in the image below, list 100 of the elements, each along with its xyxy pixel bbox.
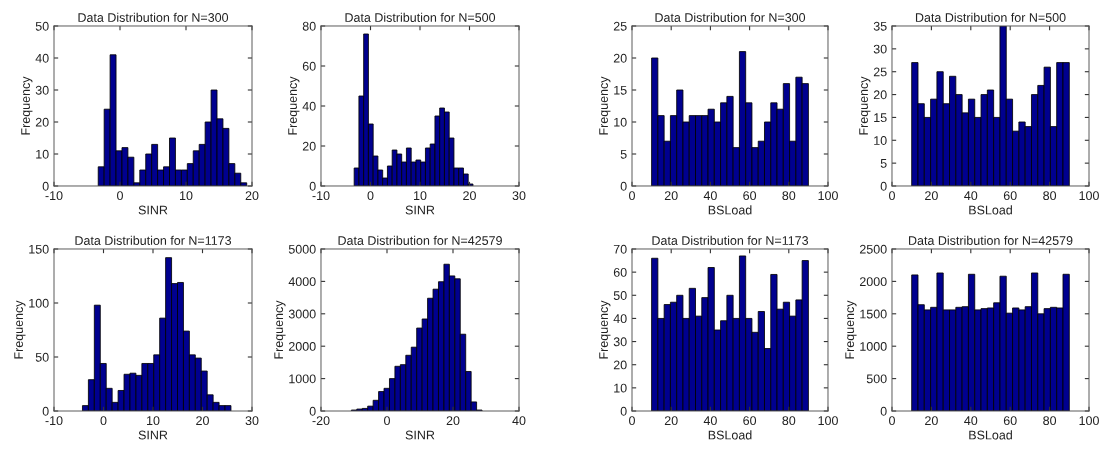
- chart-title: Data Distribution for N=300: [78, 12, 229, 22]
- y-axis-title: Frequency: [274, 300, 286, 359]
- x-tick-label: 80: [1043, 191, 1057, 201]
- y-tick-label: 1000: [289, 374, 316, 384]
- y-tick-label: 15: [874, 113, 887, 123]
- chart-title: Data Distribution for N=500: [915, 12, 1066, 22]
- y-tick-label: 10: [874, 136, 887, 145]
- y-tick-label: 0: [42, 406, 49, 416]
- y-tick-label: 70: [613, 244, 627, 254]
- chart-title: Data Distribution for N=42579: [909, 235, 1073, 245]
- x-tick-label: 20: [664, 416, 678, 426]
- y-tick-label: 0: [309, 181, 316, 191]
- x-tick-label: 100: [818, 191, 838, 201]
- y-tick-label: 10: [614, 117, 627, 127]
- y-tick-label: 40: [35, 53, 49, 63]
- x-tick-label: 20: [925, 416, 938, 426]
- x-tick-label: 100: [1079, 191, 1099, 201]
- y-tick-label: 0: [880, 406, 887, 416]
- y-tick-label: 60: [613, 267, 627, 277]
- y-tick-label: 20: [613, 53, 627, 63]
- x-tick-label: 20: [463, 191, 476, 201]
- y-tick-label: 30: [613, 337, 627, 347]
- x-tick-label: 40: [703, 416, 717, 426]
- y-tick-label: 5000: [288, 244, 316, 254]
- y-tick-label: 30: [35, 85, 49, 95]
- x-tick-label: 10: [414, 191, 427, 201]
- y-tick-label: 0: [42, 181, 49, 191]
- y-axis-title: Frequency: [288, 76, 300, 135]
- x-tick-label: 20: [196, 416, 209, 426]
- x-tick-label: 30: [245, 416, 259, 426]
- y-tick-label: 50: [35, 21, 49, 31]
- x-tick-label: 0: [629, 191, 635, 201]
- y-tick-label: 40: [302, 101, 316, 111]
- y-tick-label: 3000: [288, 309, 316, 319]
- y-tick-label: 25: [613, 21, 627, 31]
- x-tick-label: 80: [1043, 416, 1057, 426]
- x-tick-label: 40: [964, 191, 978, 201]
- y-tick-label: 0: [620, 406, 627, 416]
- x-tick-label: 20: [664, 191, 678, 201]
- y-axis-title: Frequency: [14, 300, 26, 359]
- x-tick-label: 20: [245, 191, 259, 201]
- x-tick-label: 60: [743, 191, 757, 201]
- y-tick-label: 35: [873, 21, 887, 31]
- y-tick-label: 50: [613, 291, 627, 300]
- chart-title: Data Distribution for N=1173: [75, 235, 232, 245]
- x-tick-label: 10: [147, 416, 160, 426]
- y-tick-label: 25: [873, 67, 887, 77]
- y-tick-label: 15: [614, 85, 627, 95]
- y-tick-label: 1500: [860, 309, 887, 319]
- y-tick-label: 30: [873, 44, 887, 54]
- x-tick-label: 20: [446, 416, 460, 426]
- y-tick-label: 500: [866, 374, 887, 384]
- x-tick-label: 0: [367, 191, 374, 201]
- x-tick-label: 80: [782, 191, 796, 201]
- x-tick-label: 0: [889, 416, 895, 426]
- x-axis-title: BSLoad: [708, 205, 752, 215]
- x-tick-label: -10: [312, 191, 330, 201]
- chart-title: Data Distribution for N=1173: [652, 235, 809, 245]
- y-tick-label: 2500: [859, 244, 887, 254]
- x-axis-title: BSLoad: [969, 205, 1012, 215]
- x-tick-label: 30: [512, 191, 526, 201]
- x-axis-title: SINR: [405, 205, 435, 215]
- y-tick-label: 1000: [860, 342, 887, 351]
- y-axis-title: Frequency: [599, 76, 611, 135]
- y-tick-label: 2000: [288, 342, 316, 351]
- x-axis-title: SINR: [138, 205, 168, 215]
- y-tick-label: 20: [302, 141, 316, 151]
- x-tick-label: 40: [703, 191, 717, 201]
- x-tick-label: 10: [180, 191, 193, 201]
- x-tick-label: 60: [1003, 191, 1017, 201]
- x-tick-label: 0: [629, 416, 635, 426]
- x-tick-label: 0: [117, 191, 123, 201]
- chart-title: Data Distribution for N=500: [345, 12, 496, 22]
- y-tick-label: 60: [302, 61, 316, 71]
- x-tick-label: 60: [743, 416, 757, 426]
- x-tick-label: 40: [512, 416, 526, 426]
- y-tick-label: 5: [620, 149, 627, 159]
- y-tick-label: 5: [880, 159, 887, 168]
- y-tick-label: 150: [29, 244, 49, 254]
- y-axis-title: Frequency: [599, 300, 611, 359]
- y-tick-label: 20: [35, 117, 49, 127]
- x-axis-title: BSLoad: [969, 430, 1012, 440]
- x-axis-title: SINR: [138, 430, 168, 440]
- y-tick-label: 10: [36, 149, 49, 159]
- x-tick-label: 0: [889, 191, 895, 201]
- y-tick-label: 2000: [859, 277, 887, 287]
- y-tick-label: 80: [302, 21, 316, 31]
- x-tick-label: 60: [1003, 416, 1017, 426]
- x-tick-label: -10: [45, 191, 63, 201]
- y-axis-title: Frequency: [21, 76, 33, 135]
- y-tick-label: 0: [309, 406, 316, 416]
- y-axis-title: Frequency: [859, 76, 871, 135]
- x-tick-label: 100: [818, 416, 838, 426]
- y-tick-label: 0: [620, 181, 627, 191]
- y-tick-label: 4000: [288, 277, 316, 287]
- x-tick-label: 40: [964, 416, 978, 426]
- y-tick-label: 10: [614, 383, 627, 393]
- chart-title: Data Distribution for N=42579: [338, 235, 502, 245]
- x-tick-label: 80: [782, 416, 796, 426]
- chart-title: Data Distribution for N=300: [655, 12, 806, 22]
